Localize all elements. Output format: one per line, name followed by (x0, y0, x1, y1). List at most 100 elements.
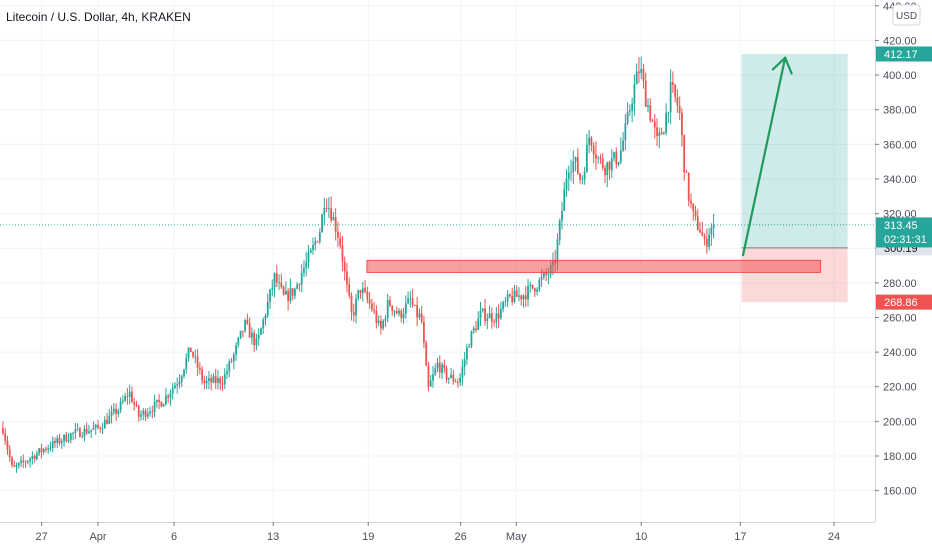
candle-body (99, 427, 102, 429)
candle-body (518, 295, 520, 297)
candle-body (312, 244, 314, 250)
y-tick-label: 180.00 (883, 451, 917, 463)
candle-body (269, 289, 271, 302)
loss-zone[interactable] (741, 247, 848, 303)
candle-body (509, 294, 511, 297)
candle-body (561, 211, 563, 221)
candle-body (624, 123, 627, 141)
candle-body (160, 402, 163, 407)
candle-body (681, 112, 683, 136)
candle-body (153, 401, 156, 412)
candle-body (443, 364, 446, 368)
candle-body (187, 347, 190, 358)
candle-body (619, 150, 622, 163)
candle-body (303, 267, 305, 273)
candle-body (201, 369, 204, 381)
candle-body (708, 234, 710, 247)
candle-body (4, 433, 7, 441)
candle-body (484, 308, 486, 321)
candle-body (504, 301, 507, 303)
time-axis-bg (0, 522, 932, 550)
candle-body (653, 121, 656, 128)
support-zone[interactable] (366, 259, 821, 273)
candle-body (454, 381, 457, 383)
candle-body (330, 208, 333, 221)
candle-body (685, 172, 688, 173)
candle-body (325, 207, 328, 209)
candle-body (373, 309, 376, 312)
candle-body (628, 110, 631, 112)
candle-body (499, 308, 502, 319)
y-tick-label: 280.00 (883, 278, 917, 290)
candle-body (45, 448, 47, 450)
candle-body (588, 137, 591, 145)
profit-zone[interactable] (741, 53, 848, 248)
candle-body (678, 105, 681, 113)
candle-body (264, 315, 267, 320)
candle-body (248, 323, 251, 338)
candle-body (291, 288, 294, 296)
candle-body (712, 224, 715, 229)
candle-body (572, 161, 575, 172)
candle-body (597, 157, 600, 159)
candle-body (676, 96, 679, 106)
candle-body (239, 330, 242, 338)
candle-body (470, 331, 473, 347)
projection-arrow-head (771, 56, 787, 71)
candles (2, 56, 715, 473)
projection-arrow[interactable] (741, 56, 787, 257)
candle-body (481, 308, 484, 311)
currency-badge[interactable] (892, 4, 921, 26)
candle-body (180, 376, 183, 382)
candle-body (701, 232, 704, 236)
candle-body (590, 137, 593, 146)
candle-body (63, 434, 65, 442)
candle-body (540, 276, 543, 280)
candle-body (423, 321, 425, 343)
candle-body (352, 312, 355, 316)
y-tick-label: 380.00 (883, 105, 917, 117)
candle-body (26, 461, 29, 463)
candle-body (85, 428, 88, 434)
candle-body (497, 313, 500, 319)
candle-body (389, 300, 391, 306)
candle-body (574, 157, 577, 162)
current-price-tag-countdown: 02:31:31 (884, 234, 927, 246)
x-tick-label: 24 (828, 531, 840, 543)
candle-body (280, 282, 283, 287)
chart-title: Litecoin / U.S. Dollar, 4h, KRAKEN (6, 10, 191, 24)
candle-body (339, 237, 342, 246)
candle-body (144, 410, 147, 417)
candle-body (8, 449, 11, 458)
candle-body (436, 362, 439, 369)
candle-body (124, 396, 127, 401)
y-tick-label: 240.00 (883, 347, 917, 359)
candle-body (502, 302, 505, 309)
candle-body (377, 320, 380, 324)
candle-body (631, 103, 634, 111)
candle-body (524, 295, 527, 300)
candle-body (11, 457, 13, 466)
candle-body (398, 310, 400, 314)
candle-body (456, 382, 459, 383)
candle-body (393, 311, 396, 312)
candle-body (47, 448, 50, 450)
candle-body (459, 377, 462, 383)
candle-body (346, 271, 348, 285)
candle-body (214, 376, 217, 383)
candle-body (522, 295, 525, 300)
candle-body (391, 305, 394, 312)
candle-body (416, 305, 419, 318)
candle-body (174, 385, 176, 389)
candle-body (33, 456, 36, 460)
x-tick-label: 6 (171, 531, 177, 543)
candle-body (640, 69, 643, 74)
candle-body (192, 352, 194, 357)
candle-body (289, 288, 292, 301)
candle-body (533, 288, 536, 292)
candle-body (579, 173, 581, 180)
candle-body (140, 414, 142, 417)
candle-body (137, 405, 140, 417)
